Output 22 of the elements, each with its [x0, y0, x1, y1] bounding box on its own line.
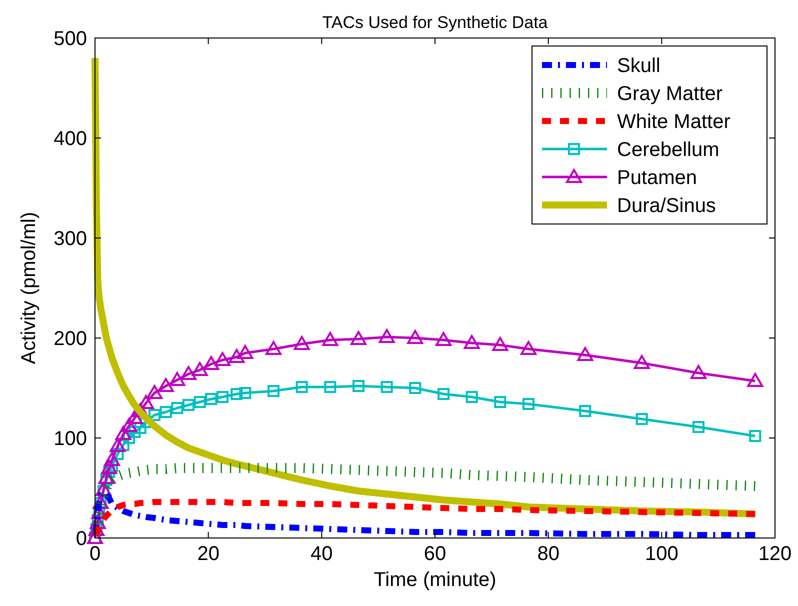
legend-label: Skull: [617, 55, 660, 77]
x-tick-label: 20: [197, 543, 220, 565]
x-tick-label: 0: [89, 543, 101, 565]
x-tick-label: 120: [758, 543, 792, 565]
x-tick-label: 80: [537, 543, 560, 565]
legend-label: White Matter: [617, 111, 731, 133]
x-axis-title: Time (minute): [374, 569, 496, 591]
y-tick-label: 0: [76, 528, 87, 550]
y-tick-label: 400: [54, 128, 87, 150]
x-tick-label: 40: [310, 543, 333, 565]
y-axis-title: Activity (pmol/ml): [18, 212, 40, 364]
x-tick-label: 100: [644, 543, 678, 565]
y-tick-label: 300: [54, 228, 87, 250]
y-tick-label: 200: [54, 328, 87, 350]
y-tick-label: 500: [54, 28, 87, 50]
legend-label: Putamen: [617, 167, 698, 189]
chart-title: TACs Used for Synthetic Data: [322, 13, 548, 32]
legend-label: Gray Matter: [617, 83, 723, 105]
legend-label: Dura/Sinus: [617, 195, 716, 217]
x-tick-label: 60: [424, 543, 446, 565]
y-tick-label: 100: [54, 428, 87, 450]
legend-label: Cerebellum: [617, 139, 720, 161]
